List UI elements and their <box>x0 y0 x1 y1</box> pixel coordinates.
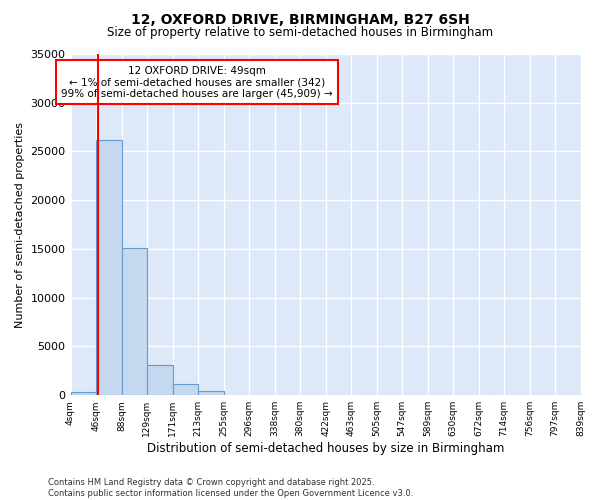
Text: Contains HM Land Registry data © Crown copyright and database right 2025.
Contai: Contains HM Land Registry data © Crown c… <box>48 478 413 498</box>
Bar <box>122 248 147 395</box>
X-axis label: Distribution of semi-detached houses by size in Birmingham: Distribution of semi-detached houses by … <box>147 442 504 455</box>
Y-axis label: Number of semi-detached properties: Number of semi-detached properties <box>15 122 25 328</box>
Bar <box>198 392 224 395</box>
Bar <box>96 140 122 395</box>
Text: Size of property relative to semi-detached houses in Birmingham: Size of property relative to semi-detach… <box>107 26 493 39</box>
Bar <box>147 365 173 395</box>
Bar <box>224 394 249 395</box>
Text: 12, OXFORD DRIVE, BIRMINGHAM, B27 6SH: 12, OXFORD DRIVE, BIRMINGHAM, B27 6SH <box>131 12 469 26</box>
Bar <box>173 384 198 395</box>
Bar <box>71 392 96 395</box>
Text: 12 OXFORD DRIVE: 49sqm
← 1% of semi-detached houses are smaller (342)
99% of sem: 12 OXFORD DRIVE: 49sqm ← 1% of semi-deta… <box>61 66 332 99</box>
